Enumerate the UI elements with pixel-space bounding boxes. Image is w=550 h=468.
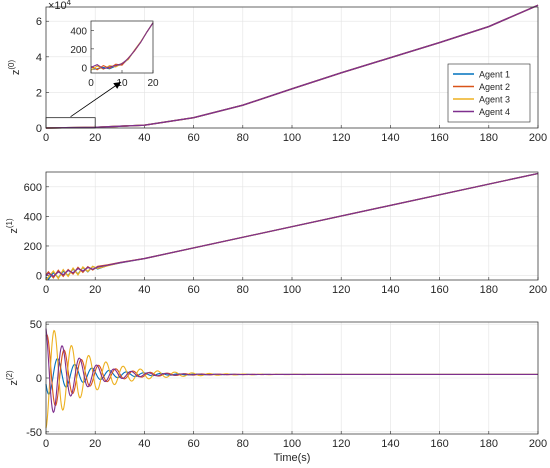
legend-label-1: Agent 1 — [479, 69, 510, 79]
z0-xtick-label-5: 100 — [283, 132, 301, 144]
z0-xtick-label-3: 60 — [187, 132, 199, 144]
z0-xtick-label-8: 160 — [430, 132, 448, 144]
z1-xtick-label-0: 0 — [43, 284, 49, 296]
z2-xtick-label-8: 160 — [430, 438, 448, 450]
z0-xtick-label-10: 200 — [529, 132, 547, 144]
z0-ytick-label-0: 0 — [36, 123, 42, 135]
z0-xtick-label-4: 80 — [237, 132, 249, 144]
z1-xtick-label-9: 180 — [480, 284, 498, 296]
z0-ylabel: z(0) — [7, 60, 22, 76]
z0-xtick-label-0: 0 — [43, 132, 49, 144]
z2-xtick-label-7: 140 — [381, 438, 399, 450]
zoom-region-box — [45, 117, 96, 129]
panel-z0: 0 20 40 60 80 100 120 140 160 180 2000246×104z(0)0… — [7, 0, 547, 144]
z2-xtick-label-10: 200 — [529, 438, 547, 450]
inset-xtick-label-2: 20 — [147, 78, 159, 89]
z2-series-4 — [45, 328, 538, 414]
inset-frame — [90, 20, 154, 74]
z1-series-4 — [45, 172, 539, 278]
z1-xtick-label-8: 160 — [430, 284, 448, 296]
z2-xtick-label-2: 40 — [138, 438, 150, 450]
z0-ytick-label-3: 6 — [36, 16, 42, 28]
z1-xtick-label-7: 140 — [381, 284, 399, 296]
inset-ytick-label-2: 400 — [70, 26, 87, 37]
legend-label-2: Agent 2 — [479, 82, 510, 92]
x-axis-label: Time(s) — [274, 452, 311, 464]
legend: Agent 1 Agent 2 Agent 3 Agent 4 — [447, 63, 531, 123]
z1-xtick-label-5: 100 — [283, 284, 301, 296]
inset-ytick-label-0: 0 — [81, 63, 87, 74]
z0-exponent-label: ×104 — [48, 0, 72, 12]
z2-xtick-label-6: 120 — [332, 438, 350, 450]
z0-xtick-label-9: 180 — [480, 132, 498, 144]
z1-xtick-label-10: 200 — [529, 284, 547, 296]
legend-label-3: Agent 3 — [479, 94, 510, 104]
z2-xtick-label-0: 0 — [43, 438, 49, 450]
z2-ylabel: z(2) — [5, 370, 20, 386]
z1-xtick-label-1: 20 — [89, 284, 101, 296]
z1-ytick-label-1: 200 — [24, 241, 42, 253]
legend-label-4: Agent 4 — [479, 107, 510, 117]
z1-ytick-label-3: 600 — [24, 182, 42, 194]
panel-z1: 0 20 40 60 80 100 120 140 160 180 200 0 200 400 600 z(1… — [5, 171, 547, 296]
z0-xtick-label-2: 40 — [138, 132, 150, 144]
z0-xtick-label-7: 140 — [381, 132, 399, 144]
inset-series-4 — [90, 22, 154, 70]
inset-xtick-label-0: 0 — [88, 78, 94, 89]
z2-ytick-label-1: 0 — [36, 373, 42, 385]
z1-ylabel: z(1) — [5, 218, 20, 234]
annotation-arrow-icon — [70, 81, 122, 118]
z0-frame — [45, 6, 539, 129]
z0-ytick-label-1: 2 — [36, 87, 42, 99]
z2-xtick-label-1: 20 — [89, 438, 101, 450]
z0-xtick-label-6: 120 — [332, 132, 350, 144]
z2-xtick-label-9: 180 — [480, 438, 498, 450]
inset-ytick-label-1: 200 — [70, 45, 87, 56]
z1-xtick-label-2: 40 — [138, 284, 150, 296]
z1-ytick-label-0: 0 — [36, 271, 42, 283]
z2-xtick-label-5: 100 — [283, 438, 301, 450]
z0-ytick-label-2: 4 — [36, 52, 42, 64]
annotation-arrowhead-icon — [113, 82, 121, 89]
z1-ytick-label-2: 400 — [24, 211, 42, 223]
z2-xtick-label-4: 80 — [237, 438, 249, 450]
z2-ytick-label-0: -50 — [26, 427, 42, 439]
z1-frame — [45, 171, 539, 281]
panel-z2: 0 20 40 60 80 100 120 140 160 180 200-50050z(2)Tim… — [5, 319, 547, 464]
z2-ytick-label-2: 50 — [30, 319, 42, 331]
z2-xtick-label-3: 60 — [187, 438, 199, 450]
z2-frame — [45, 321, 539, 435]
z0-series-4 — [45, 4, 539, 129]
z1-xtick-label-3: 60 — [187, 284, 199, 296]
z1-xtick-label-6: 120 — [332, 284, 350, 296]
z1-xtick-label-4: 80 — [237, 284, 249, 296]
inset-xtick-label-1: 10 — [116, 78, 128, 89]
z0-xtick-label-1: 20 — [89, 132, 101, 144]
